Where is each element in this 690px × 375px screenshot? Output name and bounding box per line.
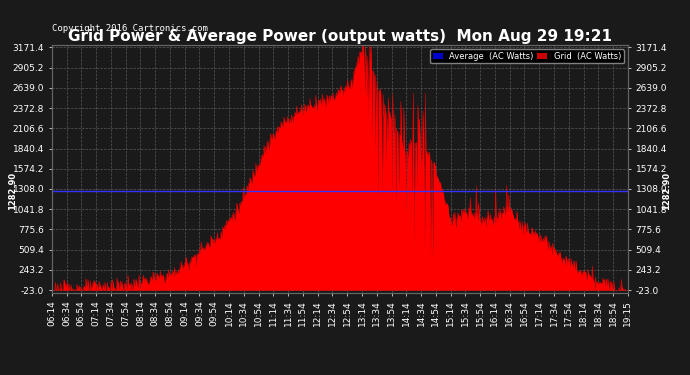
- Text: 1282.90: 1282.90: [8, 172, 17, 210]
- Text: Copyright 2016 Cartronics.com: Copyright 2016 Cartronics.com: [52, 24, 208, 33]
- Text: 1282.90: 1282.90: [662, 172, 671, 210]
- Title: Grid Power & Average Power (output watts)  Mon Aug 29 19:21: Grid Power & Average Power (output watts…: [68, 29, 612, 44]
- Legend: Average  (AC Watts), Grid  (AC Watts): Average (AC Watts), Grid (AC Watts): [431, 49, 624, 63]
